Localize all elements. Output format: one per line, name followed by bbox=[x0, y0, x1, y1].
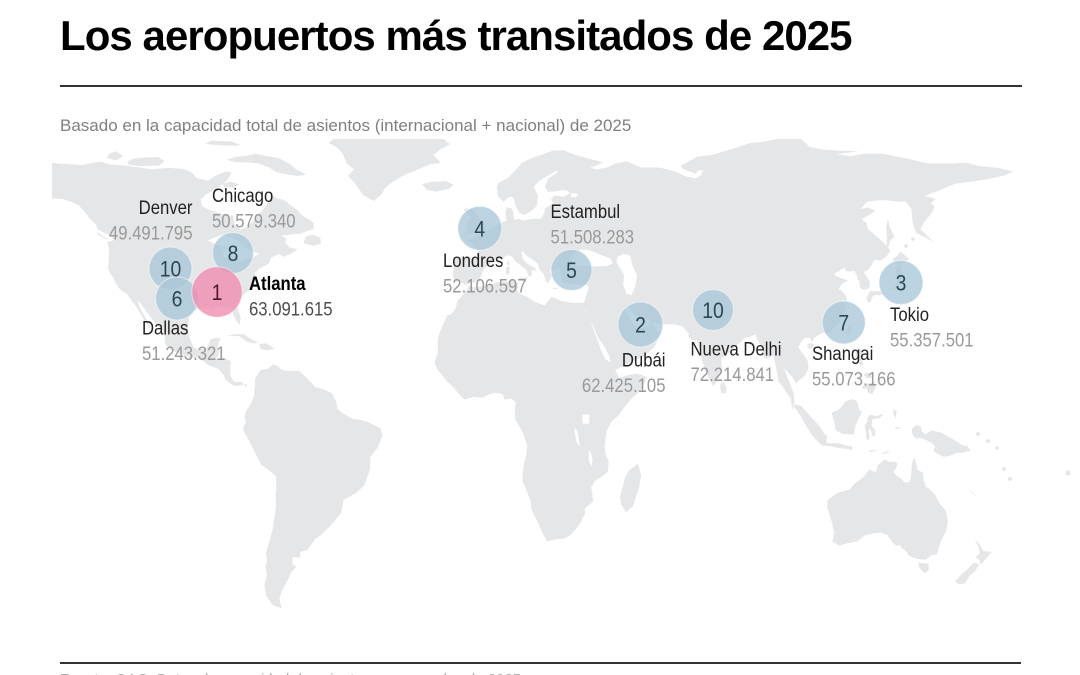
svg-text:6: 6 bbox=[172, 287, 183, 311]
svg-text:55.073.166: 55.073.166 bbox=[812, 368, 896, 389]
svg-text:72.214.841: 72.214.841 bbox=[691, 364, 775, 385]
svg-text:62.425.105: 62.425.105 bbox=[582, 375, 666, 396]
svg-text:Atlanta: Atlanta bbox=[249, 273, 307, 294]
svg-text:Londres: Londres bbox=[443, 250, 503, 271]
svg-text:49.491.795: 49.491.795 bbox=[109, 222, 193, 243]
svg-text:7: 7 bbox=[838, 311, 849, 335]
svg-text:Nueva Delhi: Nueva Delhi bbox=[691, 339, 782, 360]
svg-text:1: 1 bbox=[212, 281, 223, 305]
svg-text:8: 8 bbox=[228, 242, 239, 266]
svg-text:Shangai: Shangai bbox=[812, 343, 873, 364]
svg-text:50.579.340: 50.579.340 bbox=[212, 210, 296, 231]
svg-text:51.243.321: 51.243.321 bbox=[142, 343, 226, 364]
svg-text:Denver: Denver bbox=[139, 197, 193, 218]
svg-text:Dallas: Dallas bbox=[142, 318, 188, 339]
svg-text:5: 5 bbox=[566, 259, 577, 283]
svg-text:3: 3 bbox=[896, 271, 907, 295]
svg-text:52.106.597: 52.106.597 bbox=[443, 275, 527, 296]
svg-text:2: 2 bbox=[635, 313, 646, 337]
svg-text:55.357.501: 55.357.501 bbox=[890, 329, 974, 350]
svg-text:10: 10 bbox=[160, 257, 182, 281]
svg-text:10: 10 bbox=[702, 299, 724, 323]
svg-text:63.091.615: 63.091.615 bbox=[249, 298, 333, 319]
svg-text:Chicago: Chicago bbox=[212, 185, 273, 206]
svg-text:Dubái: Dubái bbox=[622, 350, 666, 371]
svg-text:Tokio: Tokio bbox=[890, 304, 929, 325]
svg-text:Estambul: Estambul bbox=[551, 201, 621, 222]
svg-text:4: 4 bbox=[474, 217, 485, 241]
svg-text:51.508.283: 51.508.283 bbox=[551, 226, 635, 247]
